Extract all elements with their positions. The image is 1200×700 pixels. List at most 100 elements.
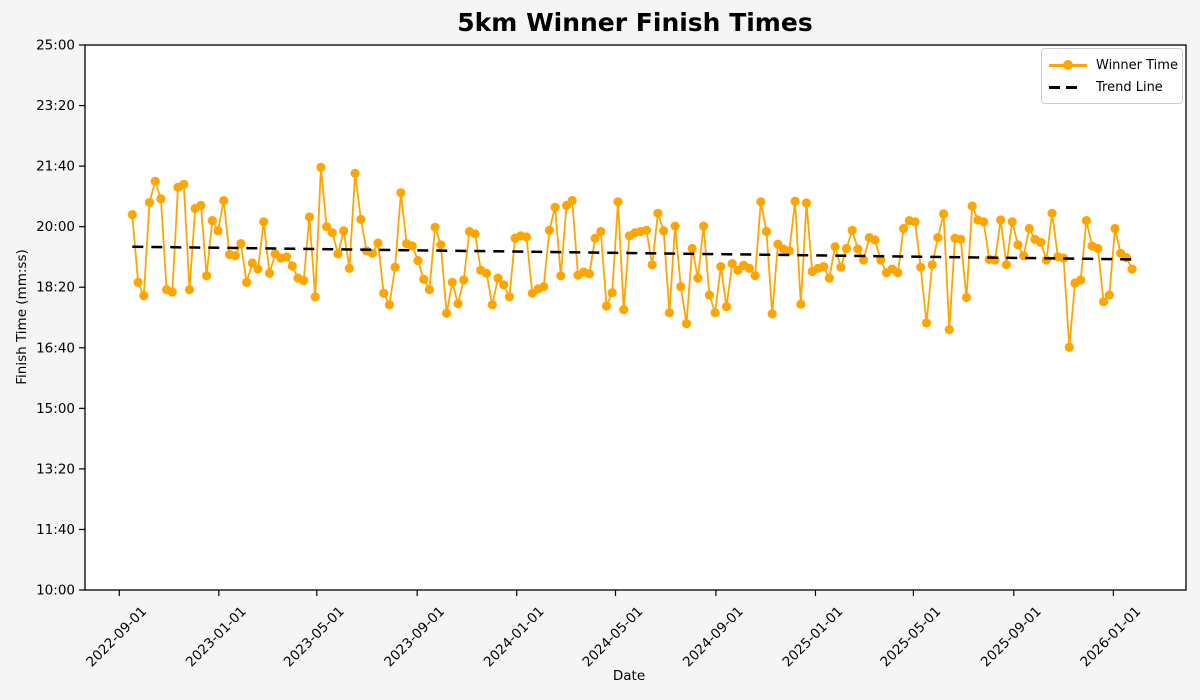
data-point-marker [179,179,189,189]
data-point-marker [310,292,320,302]
data-point-marker [910,217,920,227]
data-point-marker [1110,223,1120,234]
data-point-marker [710,308,720,318]
data-point-marker [470,229,480,239]
x-tick-label: 2022-09-01 [83,604,150,671]
data-point-marker [876,255,886,265]
trend-line [132,245,1133,261]
data-point-marker [127,210,137,220]
data-point-marker [167,287,177,297]
data-point-marker [316,162,326,172]
data-point-marker [699,221,709,231]
data-point-marker [613,197,623,207]
orange-line-marker-icon [1049,60,1087,70]
x-axis-label: Date [612,668,646,684]
data-point-marker [139,291,149,301]
legend-item-winner-time: Winner Time [1049,54,1178,76]
data-point-marker [596,226,606,237]
data-point-marker [1076,275,1086,285]
data-point-marker [1047,208,1057,218]
data-point-marker [601,301,612,311]
data-point-marker [790,196,800,206]
data-point-marker [721,302,732,312]
data-point-marker [996,215,1006,225]
data-point-marker [1099,297,1109,307]
data-point-marker [430,222,440,232]
data-point-marker [350,168,360,178]
data-point-marker [1041,255,1051,265]
y-tick-label: 13:20 [36,461,75,477]
x-tick-label: 2026-01-01 [1077,604,1144,671]
data-point-marker [299,276,309,286]
data-point-marker [424,285,434,295]
data-point-marker [1013,240,1023,250]
data-point-marker [264,268,275,278]
data-point-marker [567,196,577,206]
data-point-marker [830,242,840,252]
data-point-marker [859,255,869,265]
data-point-marker [287,261,297,271]
y-tick-label: 25:00 [36,38,75,54]
data-point-marker [1007,217,1017,227]
data-point-marker [841,243,852,254]
data-point-marker [322,222,332,232]
winner-time-markers [127,162,1137,352]
data-point-marker [213,226,223,236]
x-tick-label: 2023-01-01 [183,604,250,671]
data-point-marker [819,262,829,272]
data-point-marker [836,262,846,272]
legend-label: Winner Time [1096,57,1178,73]
data-point-marker [259,217,269,227]
data-point-marker [390,262,400,272]
data-point-marker [584,269,595,279]
data-point-marker [847,225,857,235]
y-tick-label: 23:20 [36,98,75,114]
data-point-marker [750,271,760,281]
chart-title: 5km Winner Finish Times [457,8,813,37]
data-point-marker [384,300,394,310]
data-point-marker [590,233,600,243]
data-point-marker [339,226,349,236]
data-point-marker [419,274,429,284]
data-point-marker [944,325,954,335]
data-point-marker [247,258,257,268]
data-point-marker [453,299,463,309]
data-point-marker [459,275,469,285]
data-point-marker [619,305,629,315]
data-point-marker [967,201,977,211]
data-point-marker [979,217,989,227]
y-tick-label: 18:20 [36,280,75,296]
data-point-marker [870,235,880,245]
data-point-marker [824,273,834,283]
data-point-marker [442,308,452,318]
data-point-marker [933,233,943,243]
data-point-marker [367,248,377,258]
data-point-marker [756,197,766,207]
data-point-marker [607,288,617,298]
y-tick-label: 20:00 [36,219,75,235]
data-point-marker [927,260,937,270]
data-point-marker [253,264,263,274]
data-point-marker [219,196,229,206]
data-point-marker [664,308,675,318]
data-point-marker [373,238,383,248]
data-point-marker [1093,243,1103,254]
data-point-marker [1081,216,1091,226]
black-dashed-line-icon [1049,85,1087,89]
data-point-marker [761,226,772,237]
data-point-marker [1121,253,1131,263]
x-tick-label: 2025-09-01 [978,604,1045,671]
data-point-marker [396,188,406,198]
data-point-marker [670,221,680,231]
x-tick-label: 2025-01-01 [779,604,846,671]
data-point-marker [482,268,492,278]
data-point-marker [236,239,246,249]
data-point-marker [327,228,337,238]
data-point-marker [156,194,166,204]
x-tick-label: 2025-05-01 [877,604,944,671]
data-point-marker [687,243,697,254]
data-point-marker [521,232,532,242]
data-point-marker [1127,264,1137,274]
data-point-marker [681,319,692,329]
